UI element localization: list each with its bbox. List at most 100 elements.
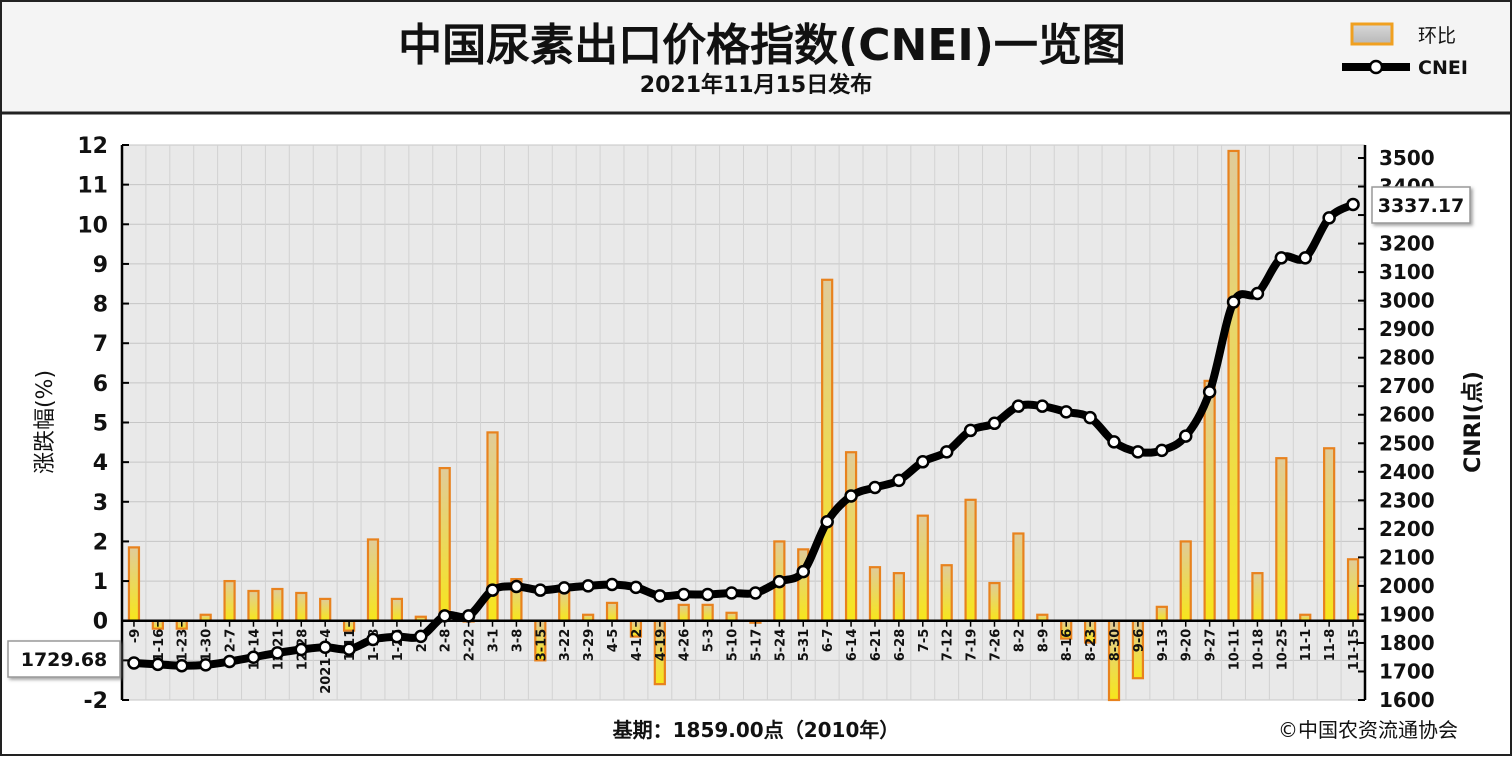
cnei-point [366, 632, 380, 647]
x-tick-label: 1-23 [176, 629, 191, 662]
x-tick-label: 9-13 [1156, 629, 1171, 662]
x-tick-label: 8-23 [1084, 629, 1099, 662]
right-tick-labels: 1600 1700 1800 1900 2000 2100 2200 2300 2400 2500… [1379, 146, 1435, 712]
x-tick-label: 8-2 [1012, 629, 1027, 653]
bar [1346, 558, 1360, 622]
legend: 环比 CNEI [1342, 22, 1468, 79]
right-tick-label: 3200 [1379, 232, 1435, 256]
right-tick-label: 2400 [1379, 460, 1435, 484]
right-tick-label: 1800 [1379, 631, 1435, 655]
right-tick-label: 3100 [1379, 260, 1435, 284]
right-tick-label: 1700 [1379, 659, 1435, 683]
bar [940, 564, 953, 622]
cnei-point [1059, 405, 1073, 419]
legend-bar-swatch [1350, 22, 1394, 46]
left-tick-label: 3 [93, 491, 108, 516]
cnei-line-series [127, 197, 1360, 673]
cnei-point [916, 455, 930, 469]
x-tick-label: 1-30 [200, 629, 215, 662]
right-tick-label: 3500 [1379, 146, 1435, 170]
x-tick-label: 2-22 [463, 629, 478, 662]
left-tick-label: 6 [93, 372, 108, 397]
bar [964, 498, 977, 622]
bar [438, 466, 451, 622]
bar [988, 581, 1001, 622]
y-axis-title: 涨跌幅(%) [33, 370, 58, 474]
x-tick-label: 3-15 [534, 629, 549, 662]
cnei-point [748, 586, 763, 600]
x-tick-label: 8-9 [1036, 629, 1051, 653]
cnei-point [844, 489, 858, 503]
cnei-point [509, 579, 524, 594]
x-tick-label: 2-8 [439, 629, 454, 653]
left-tick-label: -2 [84, 689, 108, 714]
left-tick-label: 0 [93, 610, 108, 635]
bar [127, 546, 141, 622]
bar [605, 601, 619, 622]
bar [1203, 379, 1216, 622]
cnei-point [461, 609, 476, 623]
x-tick-label: 4-19 [654, 629, 669, 662]
cnei-point [1155, 443, 1169, 458]
cnei-point [1202, 385, 1217, 399]
left-tick-label: 8 [93, 293, 108, 318]
x-tick-label: 4-5 [606, 629, 621, 653]
left-tick-label: 4 [93, 451, 108, 476]
bar [844, 451, 858, 622]
first-value-callout: 1729.68 [7, 640, 121, 678]
cnei-point [246, 650, 261, 664]
cnei-point [270, 646, 285, 660]
x-tick-label: 7-12 [941, 629, 956, 662]
cnei-point [1346, 197, 1360, 212]
left-tick-label: 11 [77, 174, 108, 199]
cnei-point [294, 642, 309, 657]
x-tick-label: -9 [128, 629, 143, 643]
bar [390, 597, 404, 622]
bar [295, 591, 308, 622]
x-tick-label: 12-14 [247, 629, 262, 671]
cnei-point [629, 580, 643, 595]
cnei-point [1322, 211, 1336, 225]
x-tick-label: 6-14 [845, 629, 860, 662]
last-value-label: 3337.17 [1378, 195, 1465, 217]
cnei-point [653, 589, 667, 603]
right-tick-label: 2500 [1379, 431, 1435, 455]
x-tick-label: 9-27 [1204, 629, 1219, 662]
x-tick-label: 11-15 [1347, 629, 1362, 671]
x-tick-label: 8-30 [1108, 629, 1123, 662]
bar [916, 514, 929, 622]
x-tick-label: 7-19 [965, 629, 980, 662]
y2-axis-title: CNRI(点) [1460, 371, 1486, 473]
bar [271, 587, 284, 622]
bar [247, 589, 260, 622]
x-tick-label: 8-16 [1060, 629, 1075, 662]
cnei-point [1107, 435, 1121, 449]
cnei-point [724, 586, 739, 600]
right-tick-label: 2000 [1379, 574, 1435, 598]
bar [701, 603, 714, 622]
cnei-point [1011, 399, 1026, 413]
legend-line-label: CNEI [1418, 57, 1468, 79]
cnei-point [414, 629, 428, 644]
x-tick-label: 6-7 [821, 629, 836, 653]
cnei-point [1131, 445, 1145, 459]
right-tick-label: 2100 [1379, 545, 1435, 569]
bar [868, 566, 882, 622]
x-tick-label: 3-8 [510, 629, 525, 653]
cnei-point [342, 642, 356, 656]
last-value-callout: 3337.17 [1371, 186, 1471, 224]
legend-line-marker [1368, 59, 1384, 75]
x-tick-label: 3-1 [487, 629, 502, 653]
base-period-note: 基期：1859.00点（2010年） [613, 718, 900, 742]
left-tick-label: 12 [77, 134, 108, 159]
right-tick-label: 1900 [1379, 602, 1435, 626]
x-tick-label: 5-31 [797, 629, 812, 662]
bar [677, 603, 690, 622]
x-tick-labels: -91-161-231-302-712-1412-2112-282021-1-4… [128, 629, 1362, 694]
right-tick-label: 2200 [1379, 517, 1435, 541]
right-tick-label: 2800 [1379, 346, 1435, 370]
cnei-point [198, 658, 213, 672]
x-tick-label: 7-26 [988, 629, 1003, 662]
